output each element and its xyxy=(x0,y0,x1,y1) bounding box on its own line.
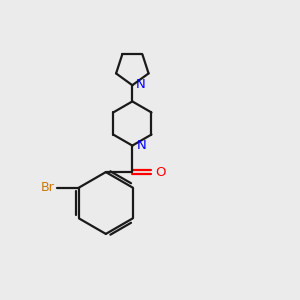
Text: N: N xyxy=(136,78,146,91)
Text: O: O xyxy=(155,166,166,178)
Text: N: N xyxy=(136,139,146,152)
Text: Br: Br xyxy=(41,181,55,194)
